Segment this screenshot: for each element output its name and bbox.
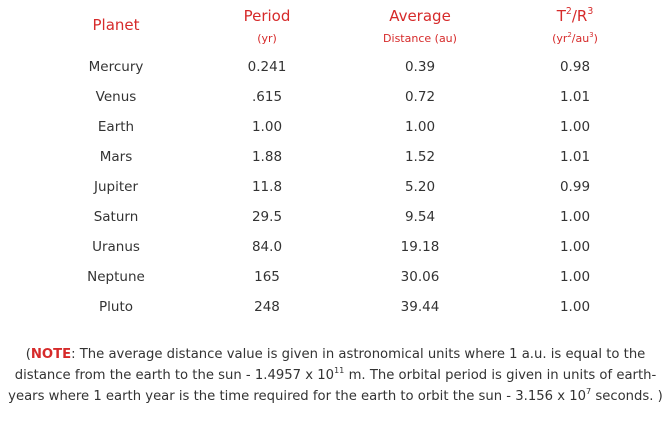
period-value: 0.241 [247,59,287,75]
header-ratio: T2/R3 [556,6,594,25]
header-period: Period [243,7,291,25]
period-value: 84.0 [251,239,283,255]
distance-value: 39.44 [400,299,440,315]
period-value: 1.00 [251,119,283,135]
planet-name: Mars [99,149,133,165]
planet-name: Uranus [92,239,140,255]
planet-name: Mercury [88,59,144,75]
ratio-value: 1.00 [559,299,591,315]
footnote: (NOTE: The average distance value is giv… [8,347,663,404]
note-label: NOTE [30,347,72,362]
ratio-value: 1.00 [559,269,591,285]
planet-name: Earth [97,119,135,135]
period-value: 11.8 [251,179,283,195]
distance-value: 30.06 [400,269,440,285]
ratio-value: 0.99 [559,179,591,195]
header-average-unit: Distance (au) [383,32,457,45]
distance-value: 5.20 [404,179,436,195]
distance-value: 9.54 [404,209,436,225]
period-value: 165 [254,269,280,285]
period-value: 1.88 [251,149,283,165]
header-planet: Planet [92,16,140,34]
ratio-value: 1.01 [559,89,591,105]
distance-value: 0.72 [404,89,436,105]
header-ratio-unit: (yr2/au3) [552,30,598,45]
ratio-value: 1.00 [559,209,591,225]
planet-name: Jupiter [93,179,139,195]
header-period-unit: (yr) [257,32,277,45]
ratio-value: 0.98 [559,59,591,75]
planet-name: Neptune [87,269,145,285]
ratio-value: 1.00 [559,239,591,255]
distance-value: 0.39 [404,59,436,75]
distance-value: 19.18 [400,239,440,255]
period-value: 29.5 [251,209,283,225]
period-value: 248 [254,299,280,315]
planet-name: Saturn [93,209,139,225]
header-average: Average [389,7,451,25]
distance-value: 1.00 [404,119,436,135]
period-value: .615 [251,89,283,105]
ratio-value: 1.01 [559,149,591,165]
planet-name: Venus [95,89,137,105]
ratio-value: 1.00 [559,119,591,135]
planet-name: Pluto [98,299,134,315]
distance-value: 1.52 [404,149,436,165]
